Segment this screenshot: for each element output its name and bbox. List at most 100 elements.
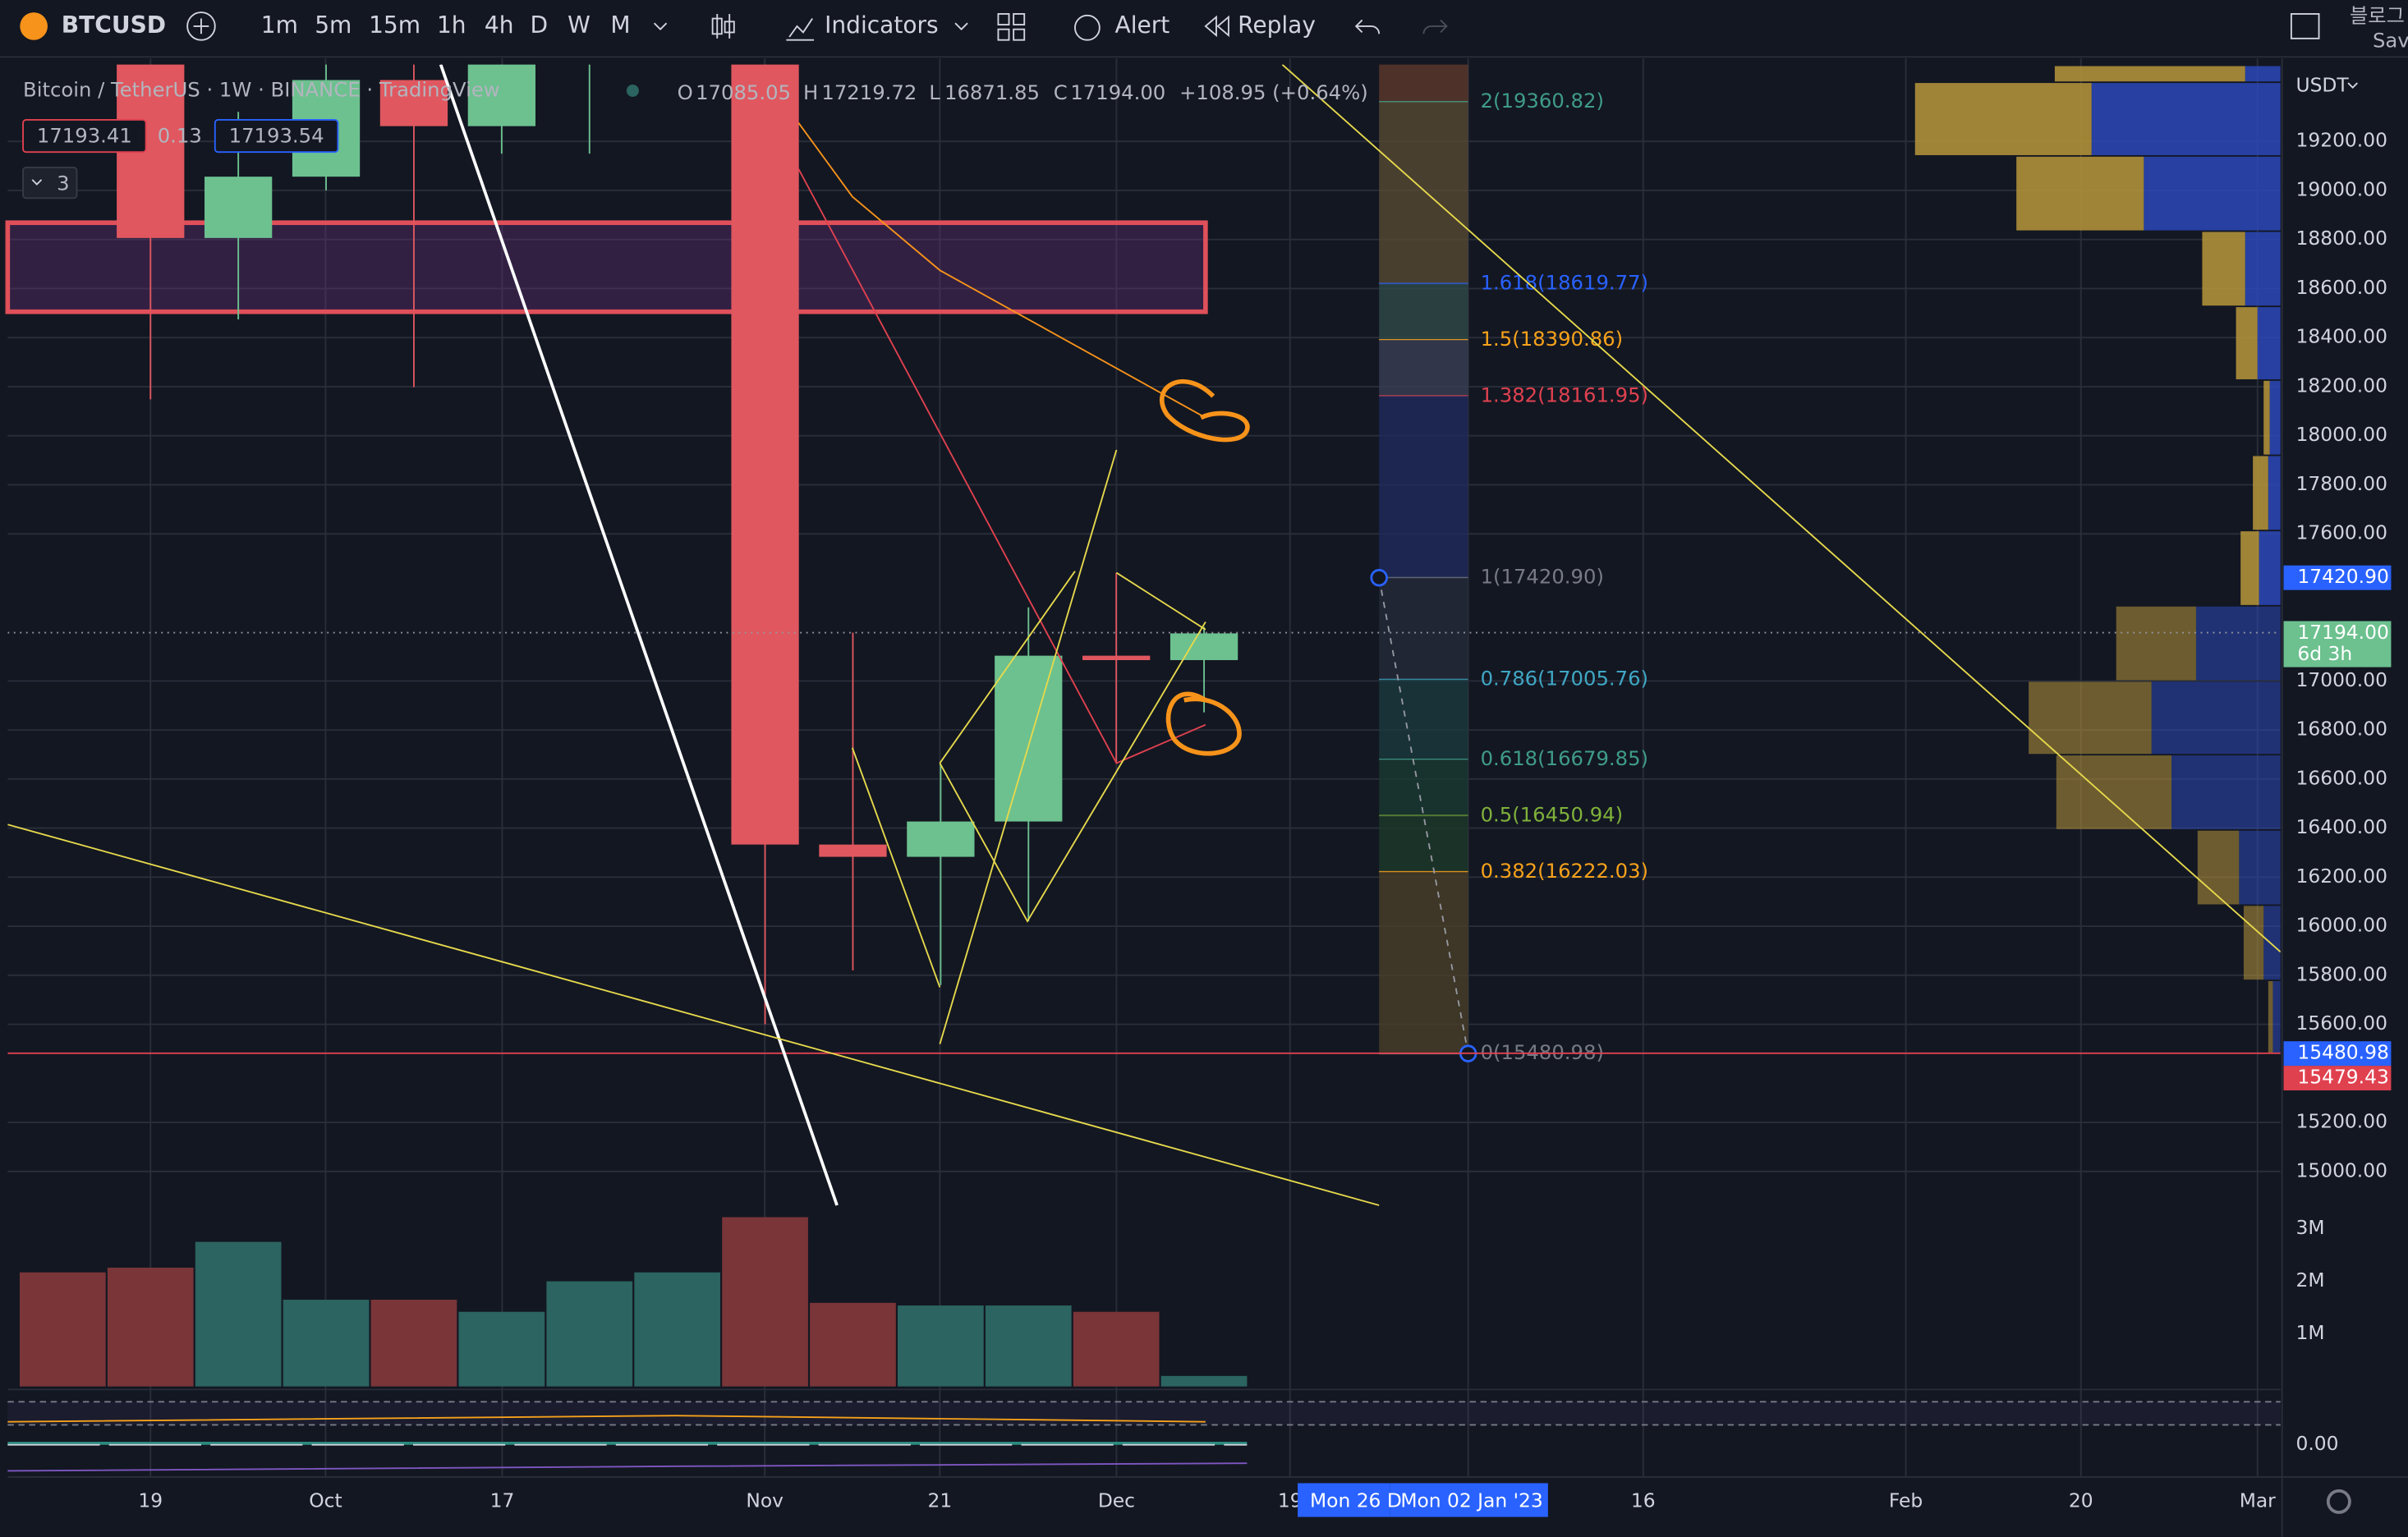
indicators-menu[interactable] xyxy=(954,22,968,30)
profile-row-down xyxy=(2171,755,2281,829)
chevron xyxy=(31,179,43,186)
interval-button[interactable]: 1h xyxy=(437,11,466,39)
profile-row-up xyxy=(2116,606,2196,681)
y-tick-label: 15200.00 xyxy=(2295,1110,2387,1133)
y-tick-label: 18800.00 xyxy=(2295,227,2387,250)
interval-button[interactable]: D xyxy=(531,11,549,39)
x-tick-label: 20 xyxy=(2069,1489,2093,1512)
profile-row-down xyxy=(2239,830,2281,905)
interval-button[interactable]: M xyxy=(610,11,630,39)
fib-band xyxy=(1379,679,1468,760)
fib-label: 0.618(16679.85) xyxy=(1481,746,1648,770)
hand-circle xyxy=(1165,691,1242,756)
x-tick-label: 17 xyxy=(490,1489,515,1512)
buy-button[interactable] xyxy=(214,119,339,154)
price-tag-countdown: 6d 3h xyxy=(2297,642,2352,665)
settings[interactable] xyxy=(2326,1489,2351,1514)
candles xyxy=(117,64,1238,1025)
crosshair-label: Mon 26 D xyxy=(1310,1489,1402,1512)
price-axis: 19200.00 19000.00 18800.00 18600.00 18400.00… xyxy=(2283,129,2392,1344)
profile-row-down xyxy=(2144,156,2281,231)
buy-price: 17193.54 xyxy=(229,124,324,148)
interval-button[interactable]: 1m xyxy=(261,11,298,39)
intervals: 1m 5m 15m 1h 4h D W M xyxy=(261,11,631,39)
crosshair-label: Mon 02 Jan '23 xyxy=(1400,1489,1542,1512)
crosshair-label-box xyxy=(1298,1483,1390,1517)
profile-row-up xyxy=(2243,906,2264,980)
price-tag xyxy=(2283,565,2392,590)
y-tick-label: 18600.00 xyxy=(2295,276,2387,299)
candle-body xyxy=(819,844,887,857)
fib-label: 0(15480.98) xyxy=(1481,1040,1604,1064)
pattern-line xyxy=(939,449,1118,1044)
interval-button[interactable]: W xyxy=(568,11,591,39)
status-dot xyxy=(626,84,639,97)
interval-menu[interactable] xyxy=(653,22,668,30)
profile-row-up xyxy=(2268,980,2273,1053)
price-tag xyxy=(2283,1066,2392,1091)
y-tick-label: 19200.00 xyxy=(2295,129,2387,152)
volume-bar xyxy=(19,1272,106,1387)
sell-button[interactable] xyxy=(22,119,147,154)
fib-label: 0.786(17005.76) xyxy=(1481,667,1648,691)
replay-icon xyxy=(1204,15,1229,38)
currency-menu[interactable] xyxy=(2347,82,2358,89)
volume-bar xyxy=(370,1299,457,1387)
fib-band xyxy=(1379,577,1468,680)
interval-button[interactable]: 4h xyxy=(485,11,514,39)
redo[interactable] xyxy=(1422,19,1448,34)
y-tick-label: 18200.00 xyxy=(2295,374,2387,397)
symbol-icon xyxy=(20,12,48,40)
fib-label: 0.382(16222.03) xyxy=(1481,859,1648,883)
candle-body xyxy=(379,80,448,126)
y-tick-label: 16000.00 xyxy=(2295,914,2387,937)
undo[interactable] xyxy=(1354,19,1381,34)
fib-band xyxy=(1379,339,1468,397)
hand-circle xyxy=(1160,379,1250,443)
fullscreen[interactable] xyxy=(2290,13,2320,39)
collapse-button[interactable] xyxy=(22,167,78,200)
y-tick-label: 16400.00 xyxy=(2295,815,2387,838)
y-tick-label: 16600.00 xyxy=(2295,766,2387,789)
indicators-button[interactable]: Indicators xyxy=(825,11,938,39)
fib-band xyxy=(1379,283,1468,340)
y-tick-label: 17800.00 xyxy=(2295,472,2387,495)
interval-button[interactable]: 5m xyxy=(315,11,352,39)
x-tick-label: Nov xyxy=(746,1489,784,1512)
profile-row-down xyxy=(2269,380,2281,455)
save-button[interactable]: Save xyxy=(2373,29,2408,53)
pattern-line xyxy=(1115,571,1206,631)
trend-line xyxy=(797,122,1206,419)
replay-button[interactable]: Replay xyxy=(1238,11,1316,39)
fib-label: 2(19360.82) xyxy=(1481,89,1604,112)
add-symbol[interactable] xyxy=(186,11,216,41)
indicator-count: 3 xyxy=(57,172,69,195)
fib-band xyxy=(1379,815,1468,872)
alert-button[interactable]: Alert xyxy=(1115,11,1170,39)
x-tick-label: Feb xyxy=(1889,1489,1923,1512)
candle-body xyxy=(995,655,1063,822)
fib-anchor[interactable] xyxy=(1370,568,1388,587)
symbol[interactable]: BTCUSD xyxy=(62,11,166,39)
pattern-line xyxy=(939,621,1206,923)
drawings xyxy=(7,64,2281,1206)
y-tick-label: 16200.00 xyxy=(2295,865,2387,888)
x-tick-label: 19 xyxy=(138,1489,163,1512)
account[interactable]: 블로그 xyxy=(2350,4,2405,28)
profile-row-up xyxy=(1914,83,2092,155)
layouts[interactable] xyxy=(997,13,1026,41)
fib-label: 0.5(16450.94) xyxy=(1481,802,1624,826)
chart-type[interactable] xyxy=(711,13,735,39)
interval-button[interactable]: 15m xyxy=(369,11,420,39)
profile-row-up xyxy=(2236,307,2258,379)
volume-bar xyxy=(1160,1375,1248,1387)
profile-row-down xyxy=(2151,681,2281,755)
legend: Bitcoin / TetherUS · 1W · BINANCE · Trad… xyxy=(22,77,1368,200)
fib-extension: 2(19360.82) 1.618(18619.77) 1.5(18390.86) 1… xyxy=(1370,64,1648,1064)
profile-row-up xyxy=(2253,456,2268,530)
volume-profile xyxy=(1914,66,2281,1053)
volume-bar xyxy=(898,1305,984,1387)
fib-band xyxy=(1379,871,1468,1054)
currency[interactable]: USDT xyxy=(2295,73,2349,96)
